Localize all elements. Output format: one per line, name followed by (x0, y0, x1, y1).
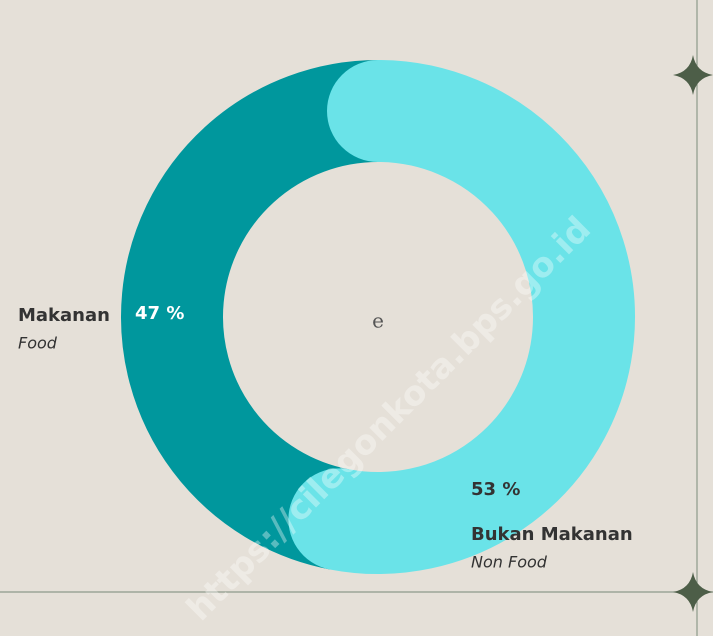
category-label: Makanan (18, 305, 110, 326)
star-ornament (673, 572, 713, 612)
value-label: 53 % (471, 479, 520, 500)
center-label: e (372, 309, 384, 333)
category-label-en: Non Food (471, 553, 548, 572)
donut-segment (288, 60, 635, 574)
category-label: Bukan Makanan (471, 524, 633, 545)
value-label: 47 % (135, 303, 184, 324)
star-ornament (673, 55, 713, 95)
donut-segment (121, 60, 379, 570)
category-label-en: Food (18, 334, 58, 353)
